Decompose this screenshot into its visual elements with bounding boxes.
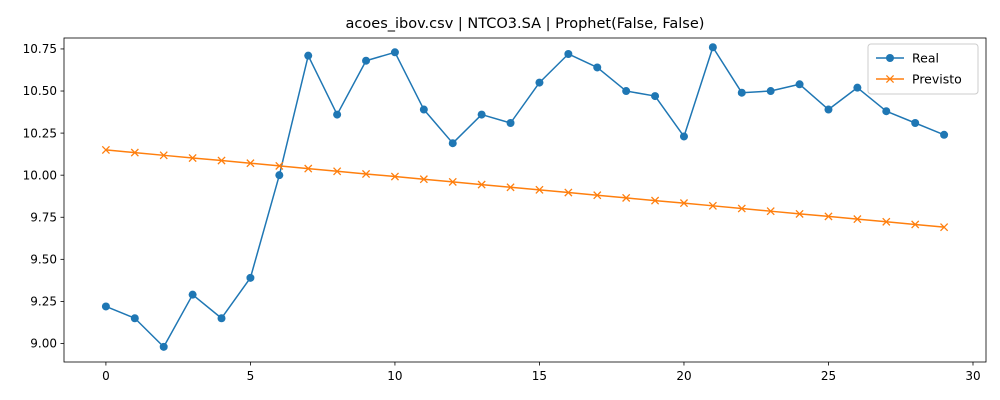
data-point [130, 148, 139, 157]
y-tick-label: 9.00 [30, 337, 57, 351]
data-point [679, 199, 689, 208]
data-point [593, 63, 602, 72]
data-point [824, 105, 833, 114]
data-point [419, 175, 428, 184]
data-point [622, 193, 631, 202]
data-point [477, 180, 486, 189]
data-point [795, 209, 804, 218]
data-point [622, 87, 631, 96]
legend-label: Real [912, 51, 939, 66]
legend-marker [886, 54, 894, 62]
series-real [101, 43, 949, 351]
chart-title: acoes_ibov.csv | NTCO3.SA | Prophet(Fals… [346, 16, 705, 32]
data-point [217, 314, 226, 323]
y-tick-label: 9.75 [30, 210, 57, 224]
plot-frame [63, 37, 987, 363]
data-point [651, 92, 660, 101]
data-point [882, 217, 891, 226]
data-point [188, 153, 197, 163]
data-point [304, 164, 313, 173]
data-point [737, 204, 746, 213]
data-point [217, 156, 226, 165]
x-tick-label: 10 [387, 369, 402, 383]
data-point [824, 212, 833, 221]
data-point [188, 290, 197, 299]
data-point [477, 110, 486, 119]
series-previsto [101, 145, 949, 232]
data-point [853, 83, 862, 92]
data-point [708, 43, 717, 52]
y-tick-label: 10.75 [23, 42, 57, 56]
data-point [304, 51, 313, 60]
y-tick-label: 10.25 [23, 126, 57, 140]
x-tick-label: 0 [102, 369, 110, 383]
data-point [246, 273, 255, 282]
data-point [101, 145, 110, 154]
data-point [506, 118, 515, 127]
series-line [105, 149, 945, 228]
data-point [564, 49, 573, 58]
data-point [535, 78, 544, 87]
legend-marker [885, 74, 895, 84]
data-point [361, 169, 371, 179]
data-point [593, 191, 602, 200]
data-point [419, 105, 428, 114]
data-point [333, 110, 342, 119]
x-tick-label: 5 [247, 369, 255, 383]
data-point [737, 88, 746, 97]
legend-label: Previsto [912, 72, 962, 87]
data-point [795, 80, 804, 89]
data-point [853, 215, 862, 224]
x-tick-label: 25 [821, 369, 836, 383]
data-point [275, 161, 284, 170]
data-point [159, 342, 168, 351]
data-point [911, 118, 920, 127]
data-point [506, 183, 515, 192]
data-point [911, 220, 920, 229]
data-point [101, 302, 110, 311]
y-tick-label: 9.50 [30, 253, 57, 267]
data-point [448, 139, 457, 148]
data-point [362, 56, 371, 65]
y-tick-label: 10.50 [23, 84, 57, 98]
series-line [105, 46, 945, 348]
legend: Real Previsto [867, 43, 979, 95]
x-tick-label: 30 [965, 369, 980, 383]
data-point [679, 132, 688, 141]
data-point [333, 167, 342, 176]
data-point [882, 107, 891, 116]
data-point [708, 201, 717, 210]
data-point [159, 151, 168, 160]
legend-box [867, 43, 979, 95]
data-point [275, 171, 284, 180]
data-point [651, 196, 660, 205]
x-tick-label: 15 [532, 369, 547, 383]
data-point [766, 207, 775, 216]
data-point [130, 314, 139, 323]
data-point [940, 223, 949, 232]
x-tick-label: 20 [676, 369, 691, 383]
y-tick-label: 9.25 [30, 295, 57, 309]
data-point [390, 172, 399, 181]
data-point [766, 87, 775, 96]
data-point [564, 188, 573, 197]
data-point [246, 159, 255, 168]
data-point [390, 48, 399, 57]
data-point [448, 177, 457, 186]
y-tick-label: 10.00 [23, 168, 57, 182]
data-point [940, 130, 949, 139]
data-point [535, 185, 544, 194]
